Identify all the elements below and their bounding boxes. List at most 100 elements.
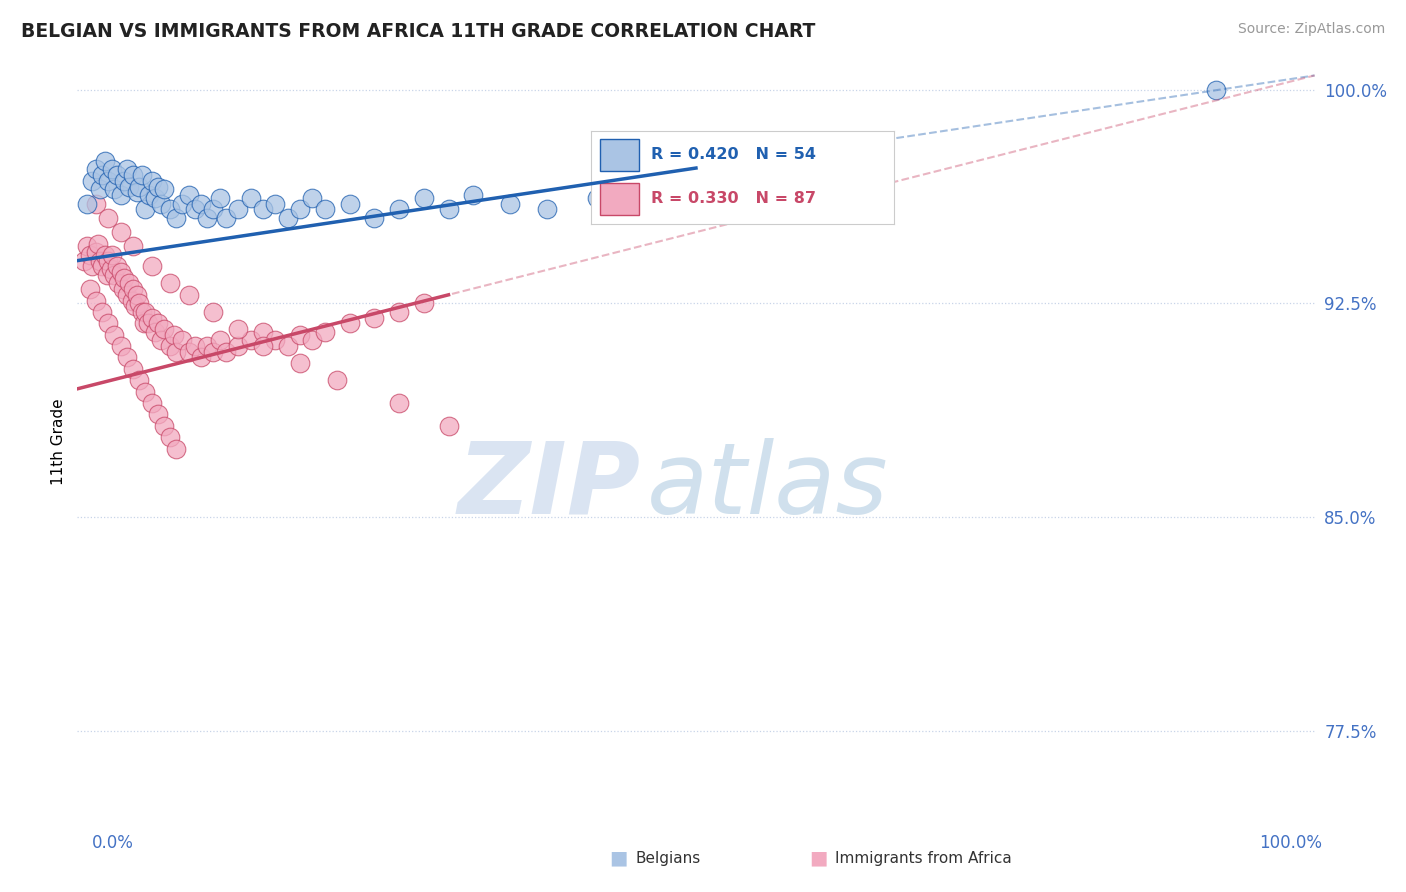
Point: [96, 268, 118, 282]
Point: [190, 351, 212, 365]
Point: [128, 296, 150, 310]
Point: [159, 202, 181, 217]
Point: [100, 262, 122, 277]
Point: [264, 334, 287, 348]
Point: [195, 339, 218, 353]
Point: [84, 245, 107, 260]
Point: [134, 305, 156, 319]
Point: [150, 196, 173, 211]
Point: [84, 293, 107, 308]
Point: [172, 196, 194, 211]
Text: ZIP: ZIP: [457, 438, 640, 535]
Point: [128, 179, 150, 194]
Point: [463, 188, 485, 202]
Text: ■: ■: [609, 848, 628, 868]
Point: [685, 196, 707, 211]
Point: [536, 202, 558, 217]
Point: [252, 325, 274, 339]
Point: [131, 305, 153, 319]
Point: [101, 248, 124, 262]
Point: [165, 211, 187, 225]
Point: [277, 339, 299, 353]
Point: [112, 282, 135, 296]
Point: [226, 322, 249, 336]
Point: [264, 196, 287, 211]
Point: [277, 211, 299, 225]
Point: [146, 179, 169, 194]
Point: [125, 288, 148, 302]
Point: [89, 253, 111, 268]
Point: [288, 202, 311, 217]
Point: [97, 253, 120, 268]
Point: [177, 288, 200, 302]
Point: [195, 211, 218, 225]
Point: [288, 327, 311, 342]
Point: [131, 168, 153, 182]
Point: [314, 325, 336, 339]
Point: [103, 327, 125, 342]
Point: [110, 339, 132, 353]
Point: [208, 191, 231, 205]
Point: [103, 268, 125, 282]
Point: [79, 282, 101, 296]
Point: [165, 442, 187, 456]
Point: [91, 305, 114, 319]
Point: [84, 162, 107, 177]
Point: [122, 282, 145, 296]
Point: [118, 277, 141, 291]
Point: [101, 162, 124, 177]
Y-axis label: 11th Grade: 11th Grade: [51, 398, 66, 485]
Point: [121, 293, 143, 308]
Point: [112, 174, 135, 188]
Point: [122, 362, 145, 376]
Point: [239, 334, 262, 348]
Point: [177, 344, 200, 359]
Point: [437, 418, 460, 433]
Point: [93, 248, 115, 262]
Point: [146, 316, 169, 330]
Point: [437, 202, 460, 217]
Point: [87, 236, 110, 251]
Point: [72, 253, 94, 268]
Point: [202, 202, 225, 217]
Point: [97, 316, 120, 330]
Point: [143, 191, 166, 205]
Point: [76, 239, 98, 253]
Text: atlas: atlas: [647, 438, 889, 535]
Point: [153, 322, 176, 336]
Point: [339, 316, 361, 330]
Point: [125, 186, 148, 200]
Text: ■: ■: [808, 848, 828, 868]
Point: [97, 174, 120, 188]
Point: [301, 334, 323, 348]
Point: [202, 344, 225, 359]
Point: [112, 270, 135, 285]
Point: [314, 202, 336, 217]
Point: [138, 188, 160, 202]
Point: [107, 277, 129, 291]
Point: [499, 196, 522, 211]
Point: [226, 339, 249, 353]
Point: [134, 202, 156, 217]
Point: [177, 188, 200, 202]
Point: [339, 196, 361, 211]
Point: [159, 430, 181, 444]
Point: [153, 418, 176, 433]
Point: [165, 344, 187, 359]
Point: [412, 296, 434, 310]
Point: [586, 191, 609, 205]
Text: 100.0%: 100.0%: [1258, 834, 1322, 852]
Point: [82, 174, 104, 188]
Point: [172, 334, 194, 348]
Point: [91, 168, 114, 182]
Point: [134, 316, 156, 330]
Point: [105, 168, 128, 182]
Point: [122, 239, 145, 253]
Point: [115, 162, 138, 177]
Point: [110, 265, 132, 279]
Point: [103, 182, 125, 196]
Point: [79, 248, 101, 262]
Point: [136, 316, 159, 330]
Point: [122, 168, 145, 182]
Point: [388, 202, 411, 217]
